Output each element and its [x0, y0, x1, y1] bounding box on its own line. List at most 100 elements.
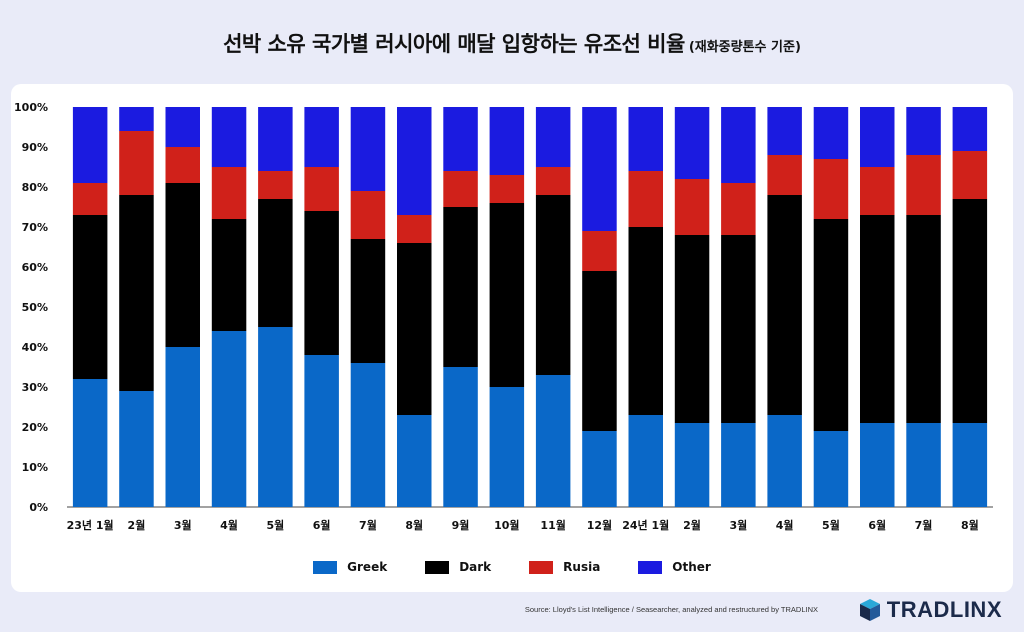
bar-segment-other: [211, 107, 247, 167]
bar-segment-dark: [489, 203, 525, 387]
x-tick-label: 8월: [961, 518, 979, 532]
bar-segment-other: [489, 107, 525, 175]
legend-swatch: [313, 560, 338, 574]
bar-segment-rusia: [397, 215, 432, 243]
source-note: Source: Lloyd's List Intelligence / Seas…: [524, 605, 818, 614]
bar-segment-dark: [674, 235, 710, 423]
x-tick-label: 24년 1월: [622, 518, 669, 532]
bar-segment-dark: [119, 195, 154, 391]
bar-segment-other: [72, 107, 108, 183]
bar-segment-rusia: [721, 183, 756, 235]
bar-segment-other: [443, 107, 478, 171]
cube-logo-icon: [859, 599, 880, 621]
x-tick-label: 6월: [313, 518, 331, 532]
bar-segment-rusia: [535, 167, 571, 195]
x-tick-label: 11월: [540, 518, 565, 532]
bar-segment-rusia: [258, 171, 293, 199]
bar-segment-other: [628, 107, 663, 171]
y-tick-label: 0%: [29, 501, 48, 514]
legend-label: Greek: [347, 560, 388, 574]
y-tick-label: 60%: [22, 261, 48, 274]
bar-segment-rusia: [952, 151, 988, 199]
bar-segment-greek: [119, 391, 154, 507]
bar-segment-other: [906, 107, 941, 155]
bar-segment-greek: [952, 423, 988, 507]
chart-panel: 0% 10% 20% 30% 40% 50% 60% 70% 80% 90% 100% 23년 1월 2…: [11, 84, 1013, 592]
legend-swatch: [529, 560, 554, 574]
bar-segment-other: [304, 107, 339, 167]
bar-segment-dark: [906, 215, 941, 423]
bar-segment-dark: [952, 199, 988, 423]
x-tick-label: 3월: [729, 518, 747, 532]
bar-segment-greek: [397, 415, 432, 507]
y-tick-label: 50%: [22, 301, 48, 314]
legend-label: Other: [672, 560, 711, 574]
x-tick-label: 7월: [915, 518, 933, 532]
y-tick-label: 100%: [14, 101, 48, 114]
legend-item-dark: Dark: [425, 560, 491, 574]
stacked-bar-chart: 0% 10% 20% 30% 40% 50% 60% 70% 80% 90% 100% 23년 1월 2…: [14, 101, 993, 532]
bar-segment-greek: [165, 347, 200, 507]
bar-segment-other: [397, 107, 432, 215]
bar-segment-rusia: [906, 155, 941, 215]
bar-segment-other: [860, 107, 895, 167]
legend-label: Rusia: [563, 560, 601, 574]
bar-segment-greek: [350, 363, 386, 507]
legend-item-other: Other: [638, 560, 711, 574]
y-tick-label: 90%: [22, 141, 48, 154]
bar-segment-other: [350, 107, 386, 191]
bar-segment-dark: [72, 215, 108, 379]
bar-segment-greek: [721, 423, 756, 507]
bar-segment-greek: [674, 423, 710, 507]
chart-title-block: 선박 소유 국가별 러시아에 매달 입항하는 유조선 비율 (재화중량톤수 기준): [0, 28, 1024, 58]
bar-segment-dark: [350, 239, 386, 363]
y-tick-label: 30%: [22, 381, 48, 394]
chart-legend: Greek Dark Rusia Other: [11, 560, 1013, 574]
bar-segment-greek: [211, 331, 247, 507]
bar-segment-other: [767, 107, 802, 155]
legend-label: Dark: [459, 560, 492, 574]
y-tick-label: 40%: [22, 341, 48, 354]
bar-segment-greek: [535, 375, 571, 507]
bar-segment-rusia: [860, 167, 895, 215]
bar-segment-dark: [304, 211, 339, 355]
y-tick-label: 80%: [22, 181, 48, 194]
x-tick-label: 2월: [683, 518, 701, 532]
bar-segment-rusia: [304, 167, 339, 211]
brand-name: TRADLINX: [886, 597, 1002, 622]
bar-segment-rusia: [489, 175, 525, 203]
legend-swatch: [638, 560, 663, 574]
bar-segment-rusia: [582, 231, 617, 271]
legend-swatch: [425, 560, 450, 574]
bar-segment-greek: [813, 431, 849, 507]
bar-segment-greek: [906, 423, 941, 507]
bar-segment-dark: [721, 235, 756, 423]
bar-segment-other: [258, 107, 293, 171]
bar-segment-dark: [628, 227, 663, 415]
bar-segment-other: [952, 107, 988, 151]
bar-segment-greek: [860, 423, 895, 507]
bar-segment-rusia: [119, 131, 154, 195]
bar-segment-greek: [443, 367, 478, 507]
bar-segment-dark: [860, 215, 895, 423]
x-tick-label: 4월: [776, 518, 794, 532]
x-tick-label: 23년 1월: [67, 518, 114, 532]
bar-segment-other: [721, 107, 756, 183]
bar-segment-greek: [72, 379, 108, 507]
bar-segment-greek: [304, 355, 339, 507]
bar-segment-rusia: [628, 171, 663, 227]
x-tick-label: 6월: [868, 518, 886, 532]
brand-logo: TRADLINX: [859, 597, 1002, 623]
bar-segment-dark: [165, 183, 200, 347]
chart-title: 선박 소유 국가별 러시아에 매달 입항하는 유조선 비율: [223, 32, 685, 56]
y-tick-label: 20%: [22, 421, 48, 434]
bar-segment-other: [535, 107, 571, 167]
x-tick-label: 10월: [494, 518, 519, 532]
bar-segment-other: [119, 107, 154, 131]
bar-segment-rusia: [211, 167, 247, 219]
bar-segment-dark: [813, 219, 849, 431]
bar-segment-greek: [767, 415, 802, 507]
bar-segment-rusia: [813, 159, 849, 219]
x-tick-label: 2월: [128, 518, 146, 532]
bar-segment-rusia: [72, 183, 108, 215]
